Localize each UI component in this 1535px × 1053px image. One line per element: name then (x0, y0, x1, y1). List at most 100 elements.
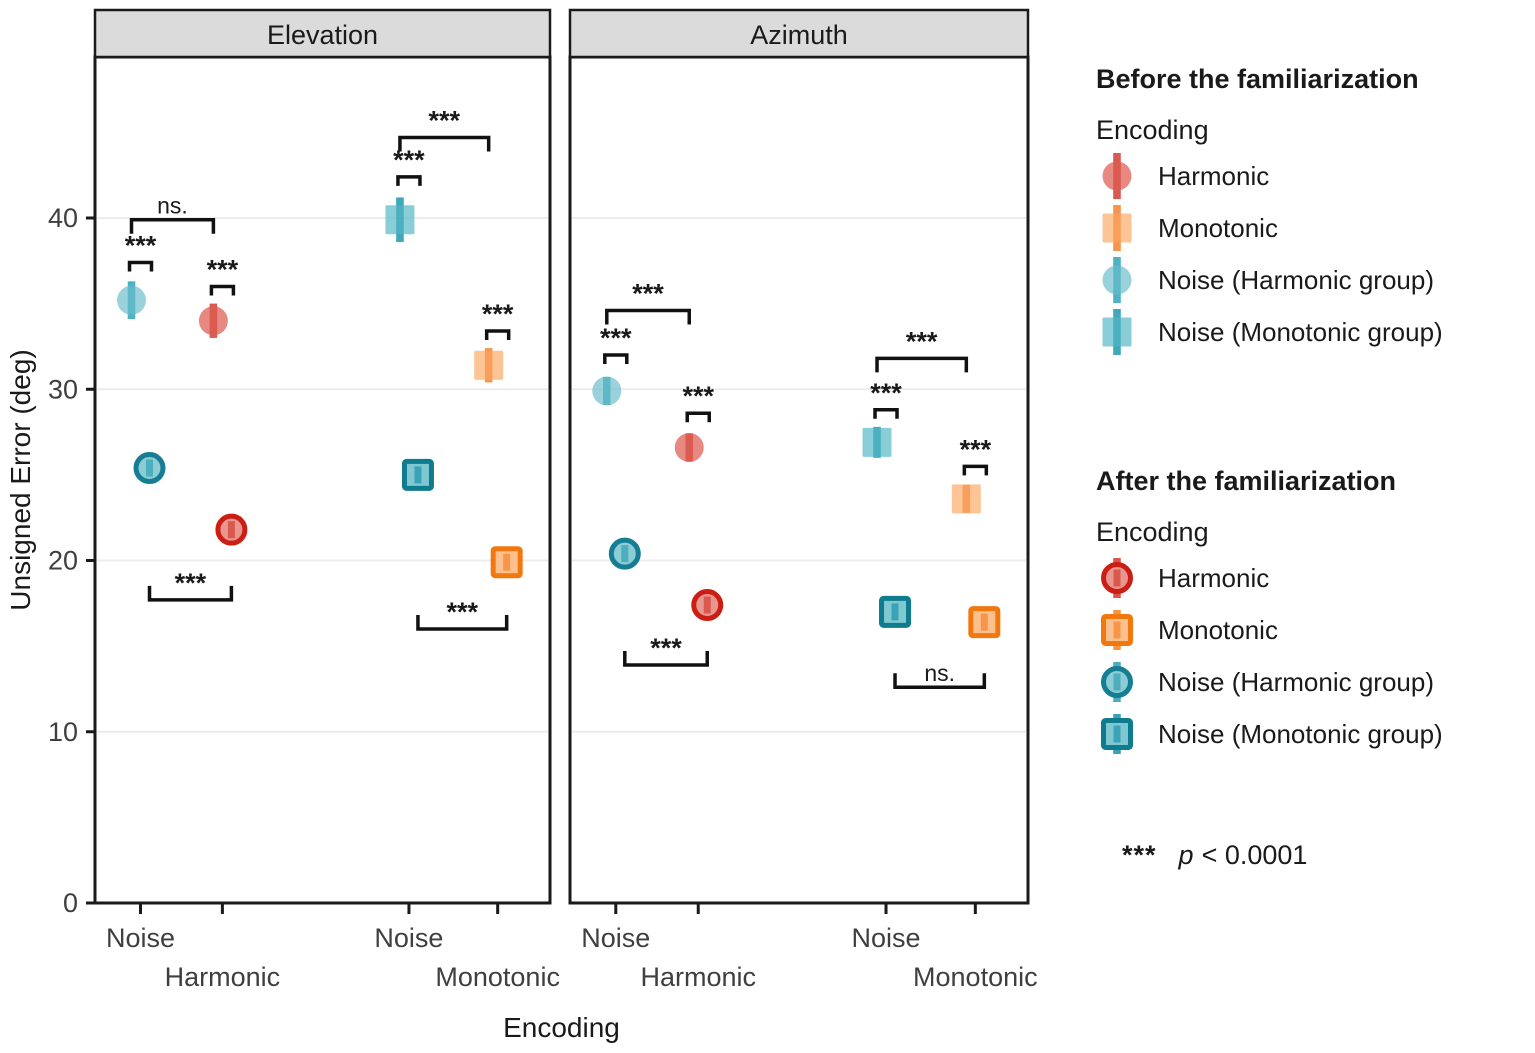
significance-note: *** p < 0.0001 (1122, 840, 1307, 871)
significance-bracket: *** (398, 106, 491, 152)
significance-bracket: ns. (129, 193, 216, 234)
significance-label: *** (125, 231, 157, 261)
note-stars: *** (1122, 840, 1157, 870)
noise_harmonic-marker (1102, 257, 1132, 303)
y-tick-label: 20 (48, 546, 78, 576)
legend-group-after: After the familiarization Encoding Harmo… (1096, 466, 1443, 760)
x-tick-label: Noise (581, 923, 650, 953)
legend-item-label: Harmonic (1158, 562, 1270, 593)
significance-label: *** (482, 299, 514, 329)
noise_harmonic-before-marker-icon (1102, 257, 1132, 303)
before-noise_harmonic-point (117, 281, 146, 320)
monotonic-marker (1102, 205, 1132, 251)
facet-title: Elevation (267, 20, 378, 50)
before-monotonic-point (474, 348, 504, 383)
panel-elevation: ************ns.*********ElevationNoiseHa… (93, 8, 560, 992)
significance-bracket: *** (623, 633, 709, 667)
monotonic-marker (1101, 610, 1133, 650)
after-harmonic-point (215, 513, 248, 546)
before-noise_harmonic-point (592, 376, 622, 406)
harmonic-marker (1102, 153, 1132, 199)
x-tick-label: Noise (374, 923, 443, 953)
legend-item-label: Harmonic (1158, 160, 1270, 191)
noise_harmonic-marker (1101, 662, 1133, 702)
y-tick-label: 0 (63, 888, 78, 918)
legend-after-title: After the familiarization (1096, 466, 1397, 496)
before-noise_monotonic-point (862, 426, 892, 458)
y-tick-label: 30 (48, 374, 78, 404)
monotonic-before-marker-icon (1102, 205, 1132, 251)
note-p-symbol: p (1178, 840, 1194, 870)
significance-label: *** (906, 326, 938, 356)
legend-item-monotonic-before: Monotonic (1096, 202, 1443, 254)
legend-before-title: Before the familiarization (1096, 64, 1419, 94)
significance-label: *** (429, 106, 461, 136)
x-tick-label: Monotonic (913, 962, 1038, 992)
significance-label: *** (175, 568, 207, 598)
harmonic-marker (1101, 558, 1133, 598)
noise_harmonic-after-marker-icon (1101, 662, 1133, 702)
significance-label: *** (632, 278, 664, 308)
facet-title: Azimuth (750, 20, 848, 50)
y-tick-label: 40 (48, 203, 78, 233)
x-tick-label: Noise (852, 923, 921, 953)
legend-item-noise_harmonic-after: Noise (Harmonic group) (1096, 656, 1443, 708)
significance-label: *** (650, 633, 682, 663)
x-tick-label: Harmonic (165, 962, 281, 992)
legend-item-harmonic-before: Harmonic (1096, 150, 1443, 202)
before-monotonic-point (951, 484, 981, 514)
after-monotonic-point (490, 546, 523, 579)
legend-item-label: Noise (Monotonic group) (1158, 718, 1443, 749)
significance-bracket: *** (393, 145, 425, 186)
significance-bracket: *** (870, 378, 902, 419)
legend-after-subtitle: Encoding (1096, 517, 1209, 547)
y-axis: 0 10 20 30 40 (48, 203, 95, 918)
x-tick-label: Monotonic (435, 962, 560, 992)
significance-label: *** (960, 434, 992, 464)
significance-bracket: *** (482, 299, 514, 341)
y-axis-title: Unsigned Error (deg) (5, 349, 36, 610)
legend-after-items: Harmonic Monotonic Noise (Harmonic group) N… (1096, 552, 1443, 760)
significance-bracket: *** (416, 597, 509, 631)
significance-label: *** (447, 597, 479, 627)
legend-item-label: Noise (Harmonic group) (1158, 666, 1434, 697)
significance-bracket: *** (605, 278, 691, 325)
legend-item-label: Noise (Monotonic group) (1158, 316, 1443, 347)
legend-item-label: Noise (Harmonic group) (1158, 264, 1434, 295)
legend-item-label: Monotonic (1158, 614, 1278, 645)
legend-panel: Before the familiarization Encoding Harm… (1082, 0, 1535, 1053)
after-noise_monotonic-point (401, 458, 434, 491)
y-tick-label: 10 (48, 717, 78, 747)
significance-bracket: *** (875, 326, 969, 373)
significance-label: ns. (924, 660, 955, 686)
significance-label: *** (682, 381, 714, 411)
legend-before-items: Harmonic Monotonic Noise (Harmonic group) N… (1096, 150, 1443, 358)
plot-area: 0 10 20 30 40 Unsigned Error (deg) Encoding ***… (5, 8, 1038, 1043)
noise_monotonic-marker (1102, 309, 1132, 355)
significance-label: *** (393, 145, 425, 175)
after-harmonic-point (691, 589, 724, 622)
x-tick-label: Harmonic (640, 962, 756, 992)
significance-bracket: *** (600, 323, 632, 364)
x-tick-label: Noise (106, 923, 175, 953)
significance-label: *** (207, 255, 239, 285)
legend-item-noise_monotonic-after: Noise (Monotonic group) (1096, 708, 1443, 760)
significance-bracket: *** (147, 568, 234, 602)
significance-label: ns. (157, 193, 188, 219)
after-noise_harmonic-point (608, 537, 641, 570)
significance-bracket: *** (960, 434, 992, 476)
x-axis-title: Encoding (503, 1012, 620, 1043)
after-monotonic-point (968, 606, 1001, 639)
significance-label: *** (600, 323, 632, 353)
significance-bracket: *** (207, 255, 239, 296)
before-harmonic-point (674, 432, 704, 462)
before-noise_monotonic-point (385, 197, 415, 242)
facet-header (93, 8, 552, 59)
significance-bracket: *** (682, 381, 714, 423)
legend-item-label: Monotonic (1158, 212, 1278, 243)
noise_monotonic-before-marker-icon (1102, 309, 1132, 355)
noise_monotonic-after-marker-icon (1101, 714, 1133, 754)
legend-group-before: Before the familiarization Encoding Harm… (1096, 64, 1443, 358)
note-comparison: < 0.0001 (1201, 840, 1308, 870)
